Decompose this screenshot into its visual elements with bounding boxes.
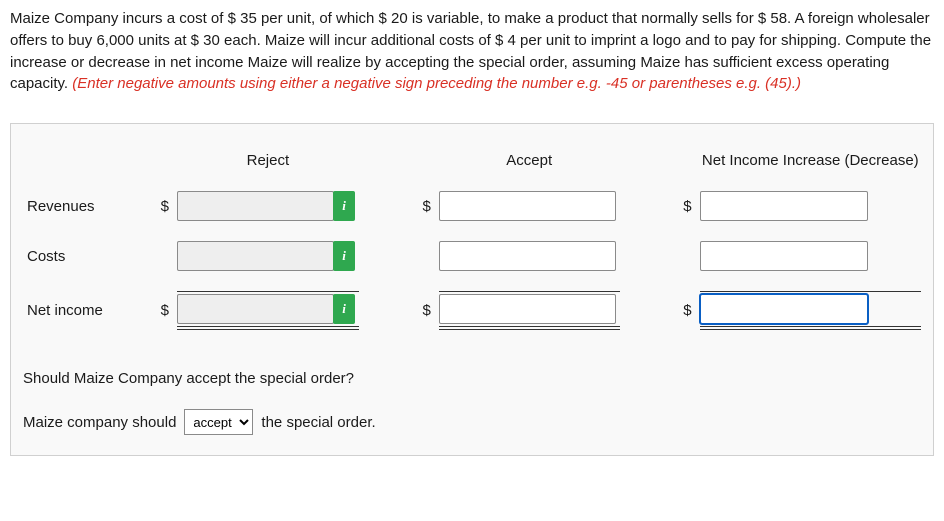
col-header-accept: Accept [439,142,620,181]
info-icon[interactable]: i [333,241,355,271]
q2-suffix: the special order. [261,414,375,431]
dollar-sign: $ [666,281,700,340]
row-label-revenues: Revenues [23,181,143,231]
revenues-reject-input[interactable] [177,191,334,221]
revenues-accept-input[interactable] [439,191,616,221]
costs-reject-input[interactable] [177,241,334,271]
dollar-sign: $ [405,181,439,231]
revenues-net-input[interactable] [700,191,868,221]
info-icon[interactable]: i [333,191,355,221]
row-label-netincome: Net income [23,281,143,340]
col-header-net: Net Income Increase (Decrease) [700,142,921,181]
row-label-costs: Costs [23,231,143,281]
costs-accept-input[interactable] [439,241,616,271]
netincome-net-input[interactable] [700,294,868,324]
costs-net-input[interactable] [700,241,868,271]
question2-prompt: Should Maize Company accept the special … [23,370,921,387]
netincome-reject-input[interactable] [177,294,334,324]
problem-note: (Enter negative amounts using either a n… [72,75,801,92]
problem-text: Maize Company incurs a cost of $ 35 per … [10,8,934,95]
netincome-accept-input[interactable] [439,294,616,324]
info-icon[interactable]: i [333,294,355,324]
answer-sheet: Reject Accept Net Income Increase (Decre… [10,123,934,456]
col-header-reject: Reject [177,142,359,181]
dollar-sign: $ [143,181,177,231]
dollar-sign: $ [405,281,439,340]
q2-prefix: Maize company should [23,414,176,431]
dollar-sign: $ [143,281,177,340]
dollar-sign: $ [666,181,700,231]
accept-reject-select[interactable]: accept [184,409,253,435]
